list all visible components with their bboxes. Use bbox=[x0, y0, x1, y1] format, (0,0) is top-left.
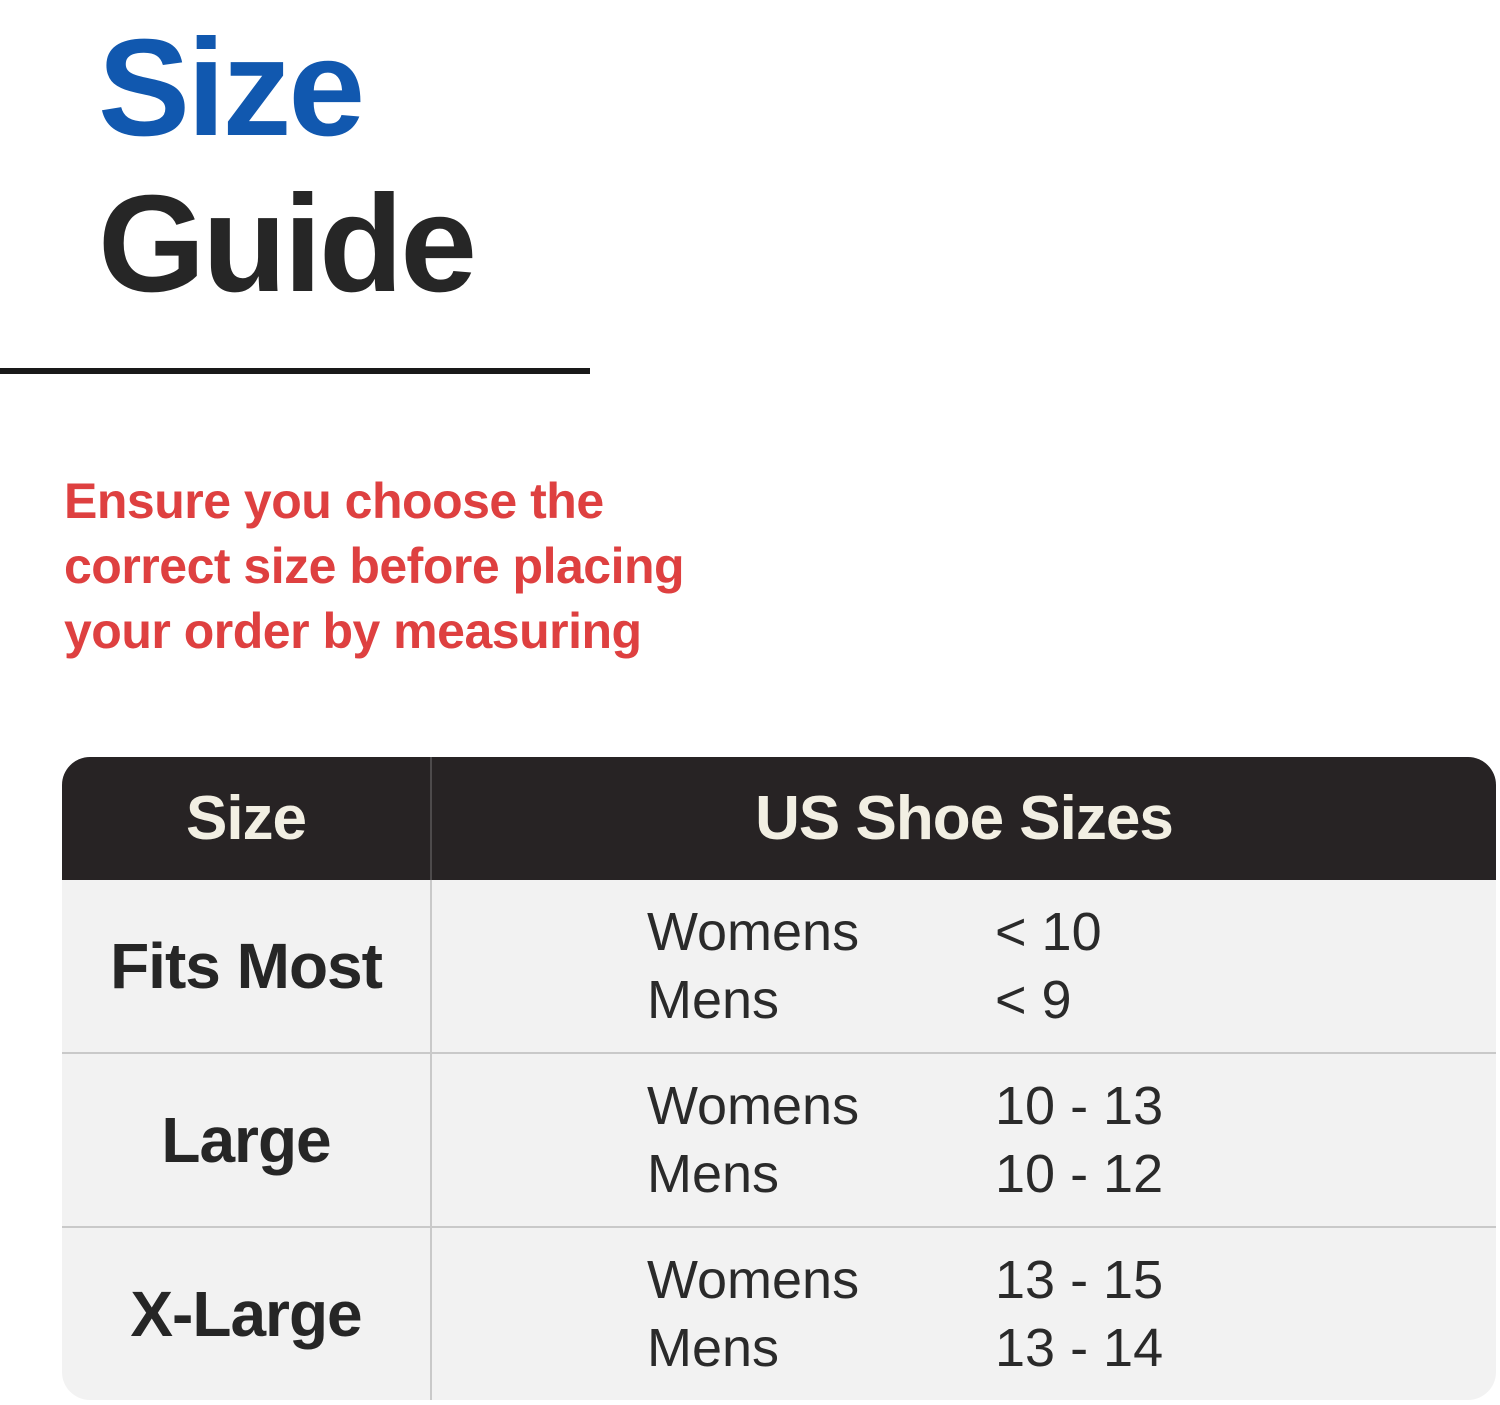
size-range: 10 - 13 bbox=[995, 1076, 1164, 1136]
size-entry: Womens < 10 bbox=[647, 898, 1496, 966]
header-cell-size: Size bbox=[62, 757, 432, 880]
gender-label: Mens bbox=[647, 1144, 780, 1204]
size-cell: Large bbox=[62, 1054, 432, 1226]
sizing-notice: Ensure you choose the correct size befor… bbox=[64, 469, 685, 664]
shoe-sizes-cell: Womens 13 - 15 Mens 13 - 14 bbox=[432, 1228, 1496, 1400]
title-word-size: Size bbox=[98, 11, 365, 165]
title-word-guide: Guide bbox=[98, 167, 477, 321]
gender-label: Womens bbox=[647, 902, 860, 962]
header-cell-us-shoe-sizes: US Shoe Sizes bbox=[755, 784, 1174, 853]
page-title: Size Guide bbox=[98, 10, 477, 322]
size-range: 13 - 15 bbox=[995, 1250, 1164, 1310]
notice-line: correct size before placing bbox=[64, 538, 685, 594]
table-row-fits-most: Fits Most Womens < 10 Mens < 9 bbox=[62, 880, 1496, 1052]
title-underline-rule bbox=[0, 368, 590, 374]
gender-label: Mens bbox=[647, 1318, 780, 1378]
shoe-sizes-cell: Womens 10 - 13 Mens 10 - 12 bbox=[432, 1054, 1496, 1226]
gender-label: Womens bbox=[647, 1250, 860, 1310]
size-entry: Mens < 9 bbox=[647, 966, 1496, 1034]
size-table-header: Size US Shoe Sizes bbox=[62, 757, 1496, 880]
size-entry: Womens 10 - 13 bbox=[647, 1072, 1496, 1140]
notice-line: your order by measuring bbox=[64, 603, 642, 659]
size-range: < 9 bbox=[995, 970, 1072, 1030]
size-cell: X-Large bbox=[62, 1228, 432, 1400]
size-table: Size US Shoe Sizes Fits Most Womens < 10… bbox=[62, 757, 1496, 1400]
gender-label: Womens bbox=[647, 1076, 860, 1136]
size-entry: Mens 10 - 12 bbox=[647, 1140, 1496, 1208]
size-entry: Womens 13 - 15 bbox=[647, 1246, 1496, 1314]
size-range: < 10 bbox=[995, 902, 1102, 962]
size-range: 10 - 12 bbox=[995, 1144, 1164, 1204]
notice-line: Ensure you choose the bbox=[64, 473, 604, 529]
shoe-sizes-cell: Womens < 10 Mens < 9 bbox=[432, 880, 1496, 1052]
table-row-large: Large Womens 10 - 13 Mens 10 - 12 bbox=[62, 1052, 1496, 1226]
table-row-x-large: X-Large Womens 13 - 15 Mens 13 - 14 bbox=[62, 1226, 1496, 1400]
size-entry: Mens 13 - 14 bbox=[647, 1314, 1496, 1382]
size-cell: Fits Most bbox=[62, 880, 432, 1052]
gender-label: Mens bbox=[647, 970, 780, 1030]
size-range: 13 - 14 bbox=[995, 1318, 1164, 1378]
